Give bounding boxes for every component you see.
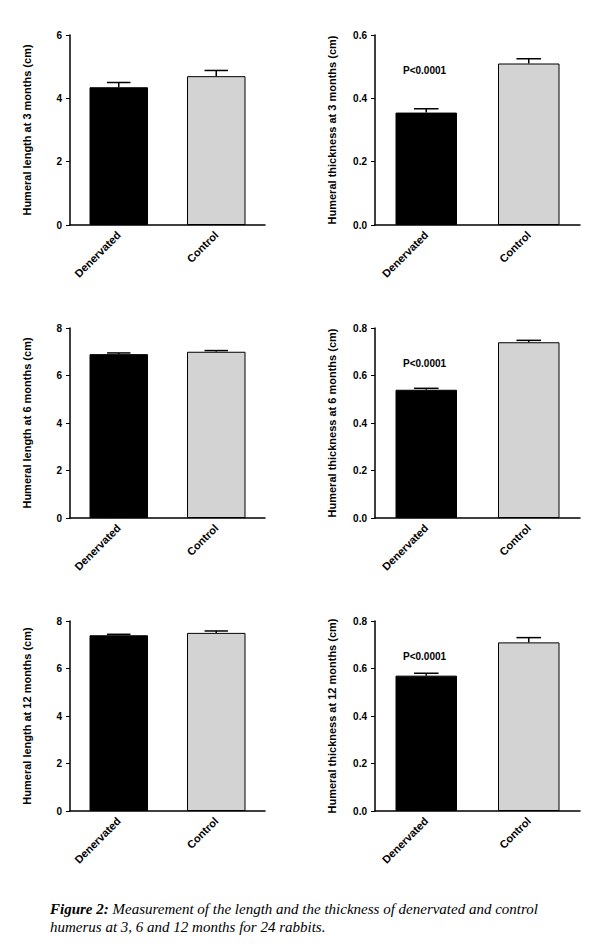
svg-text:0.2: 0.2 — [353, 758, 367, 769]
svg-text:6: 6 — [56, 663, 62, 674]
svg-text:0.6: 0.6 — [353, 663, 367, 674]
svg-text:0.6: 0.6 — [353, 370, 367, 381]
svg-text:0: 0 — [56, 220, 62, 231]
svg-text:6: 6 — [56, 370, 62, 381]
svg-text:0.8: 0.8 — [353, 323, 367, 334]
svg-text:Denervated: Denervated — [380, 522, 431, 573]
svg-text:Denervated: Denervated — [72, 522, 123, 573]
svg-text:0.0: 0.0 — [353, 806, 367, 817]
svg-text:Control: Control — [184, 815, 220, 851]
svg-text:0.2: 0.2 — [353, 465, 367, 476]
svg-text:2: 2 — [56, 758, 62, 769]
svg-text:0.2: 0.2 — [353, 156, 367, 167]
svg-text:0: 0 — [56, 513, 62, 524]
svg-text:0.8: 0.8 — [353, 616, 367, 627]
svg-text:8: 8 — [56, 616, 62, 627]
svg-text:Humeral length at 12 months (c: Humeral length at 12 months (cm) — [21, 627, 33, 805]
svg-text:0.0: 0.0 — [353, 513, 367, 524]
svg-text:Control: Control — [184, 229, 220, 265]
svg-text:Denervated: Denervated — [380, 815, 431, 866]
svg-text:0.6: 0.6 — [353, 30, 367, 41]
svg-text:0: 0 — [56, 806, 62, 817]
svg-text:0.4: 0.4 — [353, 93, 367, 104]
svg-text:4: 4 — [56, 93, 62, 104]
svg-text:8: 8 — [56, 323, 62, 334]
svg-text:2: 2 — [56, 156, 62, 167]
svg-text:Humeral thickness at 12 months: Humeral thickness at 12 months (cm) — [326, 618, 338, 813]
svg-text:0.0: 0.0 — [353, 220, 367, 231]
svg-text:Humeral thickness at 6 months: Humeral thickness at 6 months (cm) — [326, 328, 338, 517]
svg-text:Humeral length at 6 months (cm: Humeral length at 6 months (cm) — [21, 337, 33, 508]
svg-text:0.4: 0.4 — [353, 711, 367, 722]
svg-text:4: 4 — [56, 418, 62, 429]
svg-text:Humeral thickness at 3 months: Humeral thickness at 3 months (cm) — [326, 35, 338, 224]
html-text:Figure 2: Measurement of the l: Figure 2: Measurement of the length and … — [50, 901, 538, 935]
svg-text:6: 6 — [56, 30, 62, 41]
svg-text:Control: Control — [497, 229, 533, 265]
svg-text:Control: Control — [184, 522, 220, 558]
svg-text:2: 2 — [56, 465, 62, 476]
svg-text:Control: Control — [497, 815, 533, 851]
svg-text:Denervated: Denervated — [380, 229, 431, 280]
svg-text:4: 4 — [56, 711, 62, 722]
svg-text:Humeral length at 3 months (cm: Humeral length at 3 months (cm) — [21, 44, 33, 215]
svg-text:P<0.0001: P<0.0001 — [403, 358, 447, 369]
svg-text:P<0.0001: P<0.0001 — [403, 651, 447, 662]
svg-text:Denervated: Denervated — [72, 229, 123, 280]
svg-text:P<0.0001: P<0.0001 — [403, 65, 447, 76]
svg-text:0.4: 0.4 — [353, 418, 367, 429]
svg-text:Denervated: Denervated — [72, 815, 123, 866]
svg-text:Control: Control — [497, 522, 533, 558]
